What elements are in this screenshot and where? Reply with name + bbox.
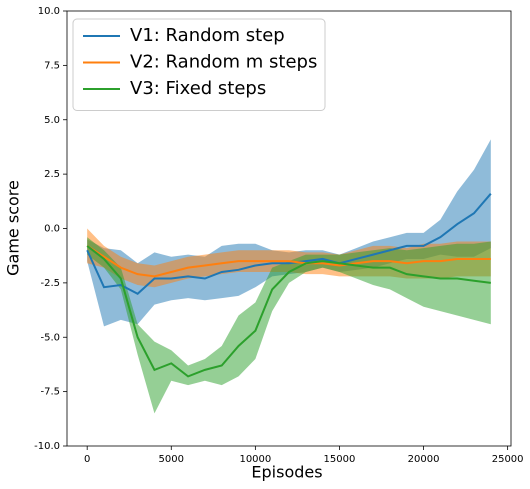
confidence-band	[87, 139, 491, 327]
y-tick-label: 10.0	[38, 6, 60, 17]
legend-label: V2: Random m steps	[130, 52, 317, 73]
y-tick-label: -5.0	[40, 332, 60, 343]
y-tick-label: 5.0	[44, 115, 60, 126]
x-tick-label: 0	[84, 454, 90, 465]
y-tick-label: 0.0	[44, 224, 60, 235]
y-tick-label: 2.5	[44, 169, 60, 180]
plot-frame	[66, 10, 512, 447]
y-axis-label: Game score	[4, 180, 23, 276]
x-tick-label: 15000	[324, 454, 356, 465]
series-line	[86, 245, 491, 278]
confidence-band	[87, 237, 491, 414]
x-tick-label: 20000	[408, 454, 440, 465]
series-line	[86, 245, 491, 378]
x-tick-label: 10000	[239, 454, 271, 465]
y-tick-label: -7.5	[40, 387, 60, 398]
x-tick-label: 25000	[492, 454, 524, 465]
y-tick-label: 7.5	[44, 60, 60, 71]
y-tick-label: -10.0	[34, 441, 60, 452]
x-tick-label: 5000	[159, 454, 184, 465]
legend-label: V3: Fixed steps	[130, 78, 266, 99]
legend-box	[72, 18, 326, 111]
y-tick-label: -2.5	[40, 278, 60, 289]
series-line	[86, 193, 492, 295]
legend-label: V1: Random step	[130, 25, 285, 46]
x-axis-label: Episodes	[251, 463, 322, 482]
